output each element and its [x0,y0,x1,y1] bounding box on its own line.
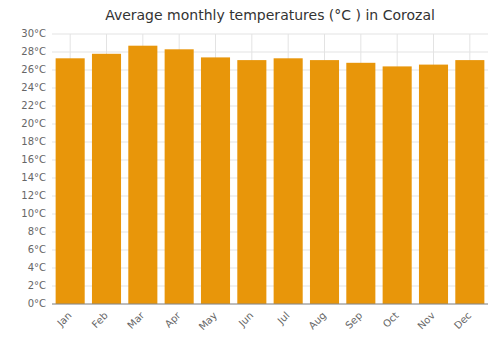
x-tick-label: Oct [381,310,401,330]
title: Average monthly temperatures (°C ) in Co… [105,7,435,23]
bar [274,58,303,304]
bar [346,63,375,304]
y-tick-label: 10°C [21,208,46,219]
y-tick-label: 16°C [21,154,46,165]
x-tick-labels: Jan Feb Mar Apr May Jun Jul Aug Sep Oct Nov Dec [54,309,473,332]
x-tick-label: Jan [54,310,73,329]
x-axis-line [52,304,488,305]
y-tick-label: 8°C [28,226,46,237]
x-tick-label: May [197,310,219,332]
x-tick-label: Sep [343,310,364,331]
bars [56,46,485,304]
y-tick-label: 28°C [21,46,46,57]
y-tick-label: 4°C [28,262,46,273]
x-tick-label: Jul [275,310,292,327]
y-tick-label: 2°C [28,280,46,291]
y-tick-label: 6°C [28,244,46,255]
bar [92,54,121,304]
x-tick-label: Aug [306,310,328,332]
y-tick-label: 0°C [28,298,46,309]
y-tick-label: 24°C [21,82,46,93]
y-tick-label: 22°C [21,100,46,111]
y-grid-line [52,34,488,35]
y-tick-label: 20°C [21,118,46,129]
y-grid-line [52,304,488,305]
x-tick-label: Apr [163,309,184,330]
x-tick-label: Mar [125,309,147,331]
bar [201,57,230,304]
bar [310,60,339,304]
x-tick-label: Dec [452,310,473,331]
x-tick-label: Jun [236,310,256,330]
y-tick-label: 14°C [21,172,46,183]
y-tick-label: 12°C [21,190,46,201]
page: {"chart_data": {"type": "bar", "title": … [0,0,500,350]
y-tick-label: 26°C [21,64,46,75]
bar [419,65,448,304]
x-tick-label: Feb [90,310,110,330]
bar [237,60,266,304]
bar [128,46,157,304]
y-tick-labels: 0°C 2°C 4°C 6°C 8°C 10°C 12°C 14°C 16°C 18°C 20°C 2… [21,28,46,309]
bar [383,66,412,304]
bar [165,49,194,304]
y-tick-label: 18°C [21,136,46,147]
chart-container: 0°C 2°C 4°C 6°C 8°C 10°C 12°C 14°C 16°C 18°C 20°C 2… [0,0,500,350]
x-tick-label: Nov [415,310,437,332]
bar [455,60,484,304]
y-tick-label: 30°C [21,28,46,39]
grid [52,34,488,304]
bar [56,58,85,304]
chart: 0°C 2°C 4°C 6°C 8°C 10°C 12°C 14°C 16°C 18°C 20°C 2… [0,0,500,350]
y-grid-line [52,52,488,53]
